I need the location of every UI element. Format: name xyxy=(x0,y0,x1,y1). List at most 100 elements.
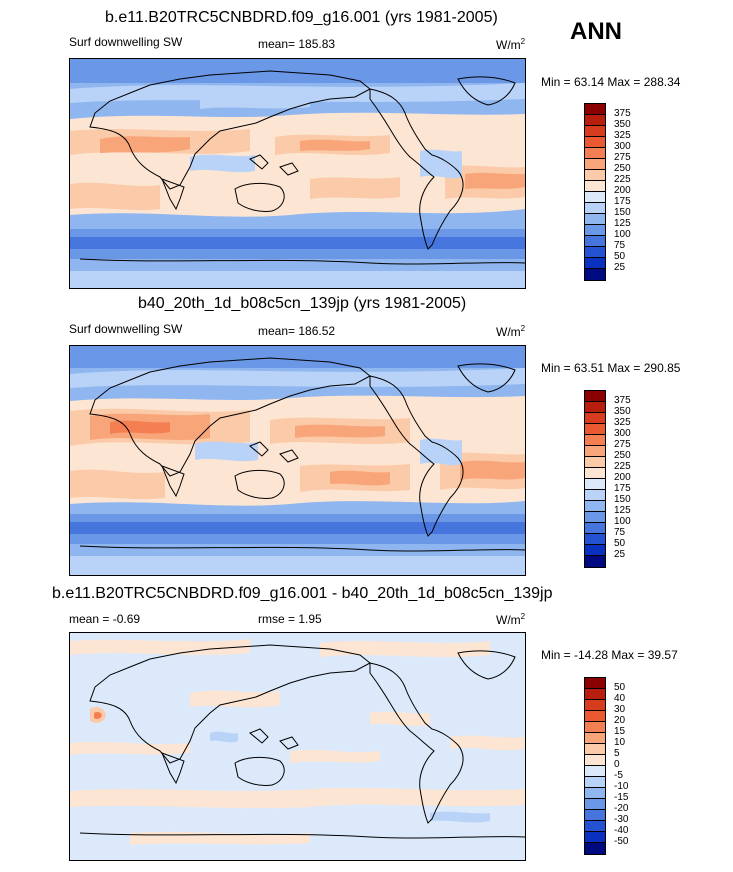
colorbar-swatch xyxy=(584,402,606,413)
panel3-mean: mean = -0.69 xyxy=(69,612,141,626)
panel1-mean: mean= 185.83 xyxy=(258,37,336,51)
colorbar-swatch xyxy=(584,148,606,159)
colorbar-swatch xyxy=(584,479,606,490)
colorbar-swatch xyxy=(584,203,606,214)
colorbar-swatch xyxy=(584,755,606,766)
colorbar-tick: 300 xyxy=(614,141,631,152)
colorbar-swatch xyxy=(584,258,606,269)
colorbar-tick: 40 xyxy=(614,693,626,704)
colorbar-swatch xyxy=(584,512,606,523)
colorbar-swatch xyxy=(584,170,606,181)
colorbar-tick: 50 xyxy=(614,538,626,549)
colorbar-swatch xyxy=(584,799,606,810)
colorbar-tick: 225 xyxy=(614,461,631,472)
colorbar-tick: 350 xyxy=(614,406,631,417)
colorbar-tick: 10 xyxy=(614,737,626,748)
colorbar-tick: 25 xyxy=(614,262,626,273)
colorbar-swatch xyxy=(584,700,606,711)
colorbar-tick: 250 xyxy=(614,163,631,174)
colorbar-tick: 375 xyxy=(614,108,631,119)
colorbar-swatch xyxy=(584,214,606,225)
colorbar-swatch xyxy=(584,159,606,170)
colorbar-tick: 300 xyxy=(614,428,631,439)
colorbar-swatch xyxy=(584,435,606,446)
panel2-map-field xyxy=(70,346,525,575)
colorbar-tick: -10 xyxy=(614,781,629,792)
colorbar-swatch xyxy=(584,126,606,137)
colorbar-tick: 175 xyxy=(614,483,631,494)
colorbar-swatch xyxy=(584,556,606,568)
colorbar-tick: 50 xyxy=(614,682,626,693)
colorbar-swatch xyxy=(584,468,606,479)
colorbar-swatch xyxy=(584,766,606,777)
colorbar-tick: 200 xyxy=(614,472,631,483)
colorbar-tick: 100 xyxy=(614,229,631,240)
colorbar-tick: 150 xyxy=(614,494,631,505)
panel3-title: b.e11.B20TRC5CNBDRD.f09_g16.001 - b40_20… xyxy=(52,585,553,602)
colorbar-tick: 125 xyxy=(614,218,631,229)
colorbar-tick: 5 xyxy=(614,748,620,759)
colorbar-swatch xyxy=(584,810,606,821)
colorbar-tick: -5 xyxy=(614,770,623,781)
colorbar-swatch xyxy=(584,733,606,744)
colorbar-tick: 325 xyxy=(614,417,631,428)
colorbar-swatch xyxy=(584,137,606,148)
colorbar-tick: 250 xyxy=(614,450,631,461)
colorbar-swatch xyxy=(584,413,606,424)
colorbar-tick: -30 xyxy=(614,814,629,825)
panel1-variable: Surf downwelling SW xyxy=(69,35,183,49)
panel2-variable: Surf downwelling SW xyxy=(69,322,183,336)
colorbar-tick: -40 xyxy=(614,825,629,836)
colorbar-swatch xyxy=(584,788,606,799)
colorbar-tick: 325 xyxy=(614,130,631,141)
colorbar-swatch xyxy=(584,744,606,755)
panel3-units: W/m2 xyxy=(496,612,526,627)
panel2-mean: mean= 186.52 xyxy=(258,324,336,338)
panel3-map-field xyxy=(70,633,525,860)
panel2-minmax: Min = 63.51 Max = 290.85 xyxy=(541,361,681,375)
colorbar-swatch xyxy=(584,115,606,126)
panel1-title: b.e11.B20TRC5CNBDRD.f09_g16.001 (yrs 198… xyxy=(105,9,498,26)
colorbar-swatch xyxy=(584,446,606,457)
colorbar-swatch xyxy=(584,103,606,115)
colorbar-tick: 175 xyxy=(614,196,631,207)
colorbar-tick: 275 xyxy=(614,152,631,163)
colorbar-swatch xyxy=(584,424,606,435)
colorbar-tick: 0 xyxy=(614,759,620,770)
colorbar-swatch xyxy=(584,269,606,281)
panel2-units: W/m2 xyxy=(496,324,526,339)
colorbar-swatch xyxy=(584,821,606,832)
colorbar-tick: 375 xyxy=(614,395,631,406)
colorbar-tick: 75 xyxy=(614,240,626,251)
colorbar-swatch xyxy=(584,677,606,689)
colorbar-swatch xyxy=(584,457,606,468)
season-label: ANN xyxy=(570,18,622,45)
colorbar-swatch xyxy=(584,545,606,556)
colorbar-swatch xyxy=(584,777,606,788)
panel1-minmax: Min = 63.14 Max = 288.34 xyxy=(541,75,681,89)
colorbar-swatch xyxy=(584,225,606,236)
colorbar-swatch xyxy=(584,501,606,512)
colorbar-swatch xyxy=(584,689,606,700)
colorbar-tick: 350 xyxy=(614,119,631,130)
colorbar-tick: 75 xyxy=(614,527,626,538)
colorbar-swatch xyxy=(584,192,606,203)
panel1-units: W/m2 xyxy=(496,37,526,52)
colorbar-tick: 100 xyxy=(614,516,631,527)
colorbar-tick: 150 xyxy=(614,207,631,218)
panel3-rmse: rmse = 1.95 xyxy=(258,612,322,626)
colorbar-tick: -20 xyxy=(614,803,629,814)
panel2-title: b40_20th_1d_b08c5cn_139jp (yrs 1981-2005… xyxy=(138,295,467,312)
panel1-map-field xyxy=(70,59,525,288)
colorbar-swatch xyxy=(584,236,606,247)
colorbar-swatch xyxy=(584,843,606,855)
colorbar-tick: 25 xyxy=(614,549,626,560)
colorbar-tick: 225 xyxy=(614,174,631,185)
colorbar-tick: 30 xyxy=(614,704,626,715)
colorbar-swatch xyxy=(584,711,606,722)
panel3-map xyxy=(69,632,526,861)
colorbar-tick: 125 xyxy=(614,505,631,516)
colorbar-tick: -15 xyxy=(614,792,629,803)
colorbar-tick: 50 xyxy=(614,251,626,262)
colorbar-tick: -50 xyxy=(614,836,629,847)
